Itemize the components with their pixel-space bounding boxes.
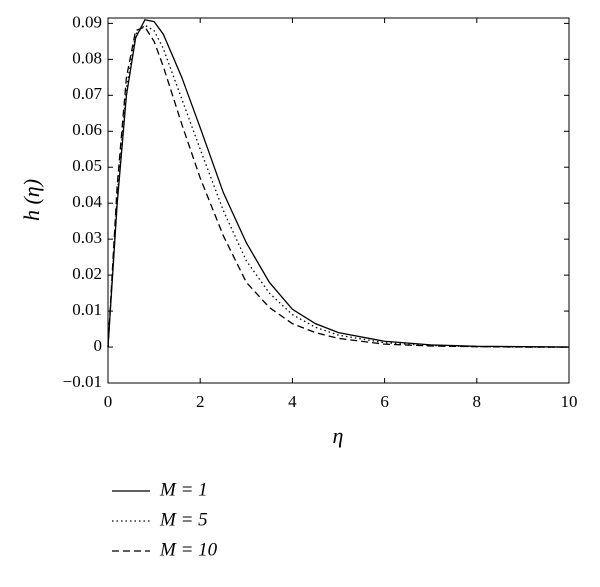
y-tick-label: 0 <box>94 336 103 355</box>
x-tick-label: 8 <box>473 392 482 411</box>
y-tick-label: 0.09 <box>72 12 102 31</box>
y-tick-label: 0.03 <box>72 228 102 247</box>
x-tick-label: 4 <box>288 392 297 411</box>
x-tick-label: 10 <box>561 392 578 411</box>
y-tick-label: 0.02 <box>72 264 102 283</box>
legend-label: M = 10 <box>159 539 218 560</box>
x-axis-label: η <box>333 423 344 448</box>
y-tick-label: −0.01 <box>63 372 102 391</box>
y-tick-label: 0.06 <box>72 120 102 139</box>
series-line <box>107 24 569 348</box>
series-line <box>107 26 569 348</box>
y-tick-label: 0.08 <box>72 48 102 67</box>
x-tick-label: 0 <box>104 392 113 411</box>
y-axis-label: h (η) <box>19 179 44 221</box>
legend-label: M = 1 <box>159 479 208 500</box>
y-tick-label: 0.01 <box>72 300 102 319</box>
y-tick-label: 0.04 <box>72 192 102 211</box>
x-tick-label: 2 <box>196 392 205 411</box>
legend-label: M = 5 <box>159 509 208 530</box>
series-line <box>107 19 570 348</box>
plot-frame <box>107 17 570 384</box>
y-tick-label: 0.07 <box>72 84 102 103</box>
x-tick-label: 6 <box>380 392 389 411</box>
y-tick-label: 0.05 <box>72 156 102 175</box>
